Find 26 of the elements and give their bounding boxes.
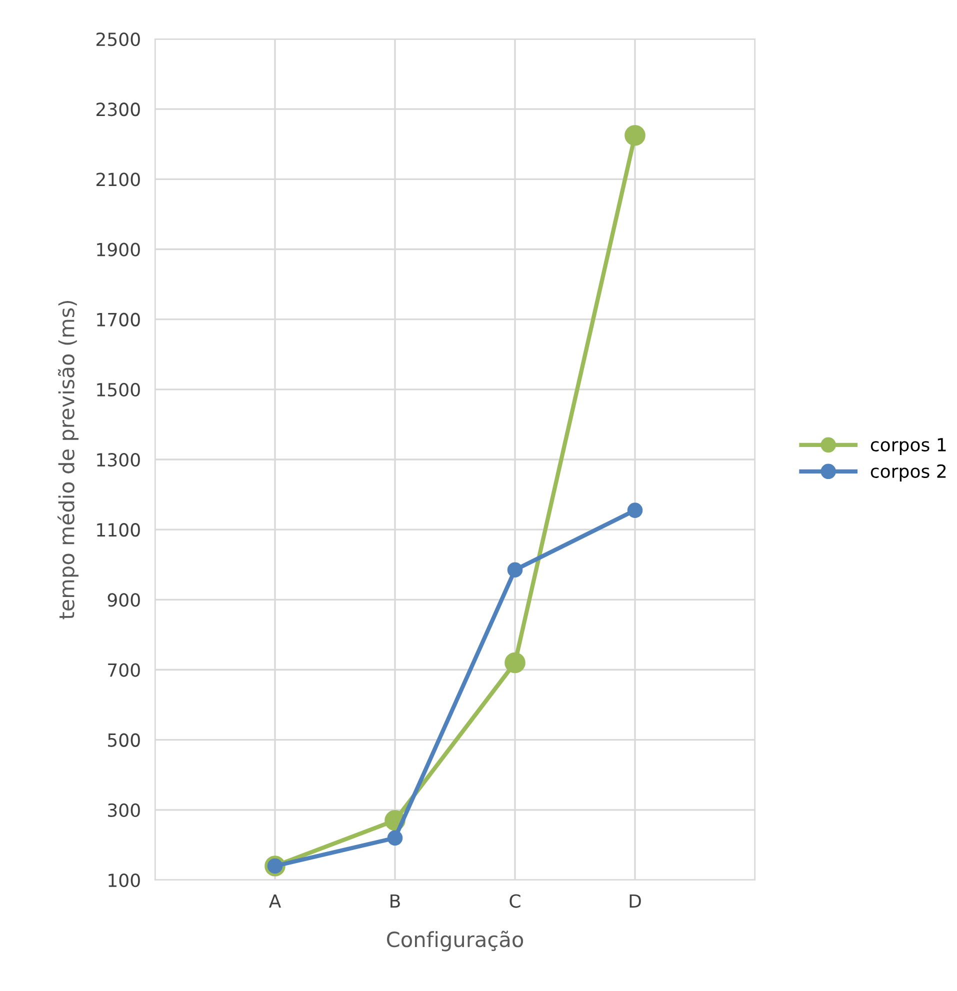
legend-label: corpos 2 xyxy=(870,464,946,482)
y-tick-label: 300 xyxy=(108,803,140,818)
x-tick-label: B xyxy=(390,894,400,908)
point xyxy=(387,830,403,846)
point xyxy=(507,562,523,578)
y-axis-title: tempo médio de previsão (ms) xyxy=(57,300,78,620)
y-tick-label: 2300 xyxy=(96,102,140,116)
y-tick-label: 1100 xyxy=(97,523,140,537)
y-tick-label: 700 xyxy=(108,663,140,677)
legend-label: corpos 1 xyxy=(870,438,946,455)
point xyxy=(504,652,526,674)
y-tick-label: 500 xyxy=(108,733,140,747)
x-tick-label: A xyxy=(268,894,282,908)
x-tick-label: D xyxy=(630,894,641,908)
y-tick-label: 900 xyxy=(108,593,140,607)
y-tick-label: 1900 xyxy=(97,242,140,256)
y-tick-label: 2100 xyxy=(96,172,140,186)
y-tick-label: 2500 xyxy=(96,32,140,46)
y-tick-label: 1700 xyxy=(97,312,140,326)
y-tick-label: 1500 xyxy=(97,382,140,397)
point xyxy=(624,124,646,146)
x-axis-title: Configuração xyxy=(386,930,524,952)
y-tick-label: 1300 xyxy=(97,452,140,467)
y-tick-label: 100 xyxy=(108,873,140,888)
x-tick-label: C xyxy=(510,894,520,908)
point xyxy=(627,502,643,518)
